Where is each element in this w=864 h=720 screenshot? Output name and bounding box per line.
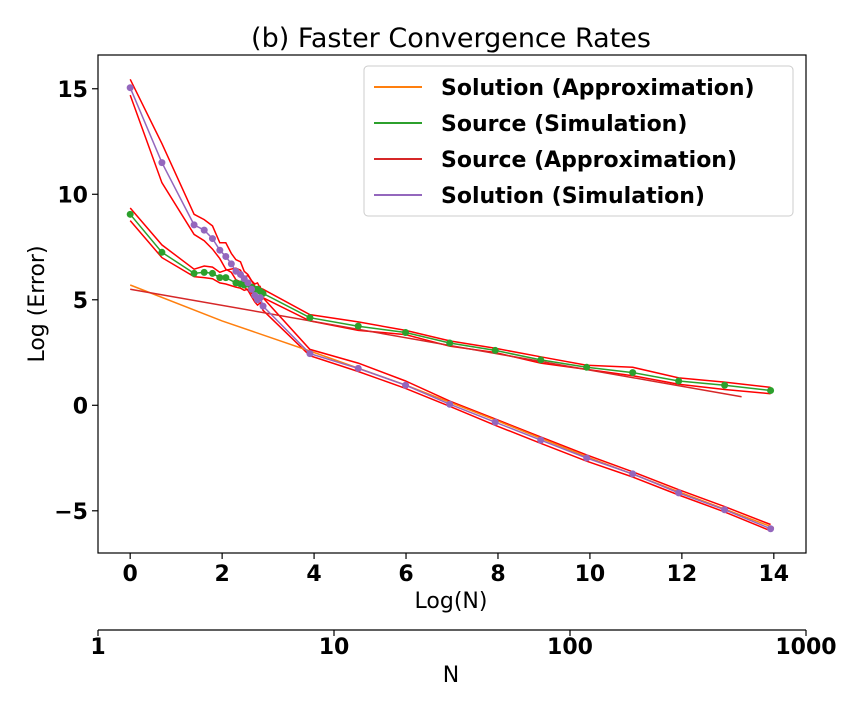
secondary-tick-label: 1000 (775, 635, 836, 660)
data-point (216, 246, 224, 254)
x-axis: 0 2 4 6 8 10 12 14 (123, 553, 790, 587)
y-tick-label: 0 (73, 394, 88, 419)
series-markers (126, 84, 775, 533)
legend-label: Solution (Simulation) (441, 184, 705, 209)
data-point (208, 235, 216, 243)
data-point (244, 279, 252, 287)
y-tick-label: −5 (54, 500, 88, 525)
data-point (537, 356, 545, 364)
y-tick-label: 10 (57, 183, 88, 208)
data-point (446, 339, 454, 347)
secondary-x-axis: 1 10 100 1000 N (90, 629, 837, 688)
plot-frame (97, 54, 807, 554)
y-tick-label: 5 (73, 289, 88, 314)
x-tick-label: 8 (490, 562, 505, 587)
data-point (629, 369, 637, 377)
chart-title: (b) Faster Convergence Rates (251, 23, 651, 54)
data-point (259, 302, 267, 310)
legend-label: Source (Simulation) (441, 112, 687, 137)
data-point (158, 248, 166, 256)
data-point (721, 381, 729, 389)
data-point (222, 274, 230, 282)
data-point (248, 285, 256, 293)
series-line-source-simulation (129, 213, 771, 392)
x-tick-label: 2 (214, 562, 229, 587)
data-point (629, 470, 637, 478)
data-point (190, 269, 198, 277)
secondary-axis-ticks: 1 10 100 1000 (90, 630, 837, 660)
plot-area (97, 54, 807, 554)
data-point (675, 489, 683, 497)
y-axis-title: Log (Error) (25, 245, 50, 362)
data-point (537, 436, 545, 444)
x-tick-label: 12 (667, 562, 698, 587)
x-tick-label: 10 (575, 562, 606, 587)
legend-items: Solution (Approximation) Source (Simulati… (374, 76, 755, 209)
data-point (190, 221, 198, 229)
x-tick-label: 14 (759, 562, 790, 587)
band-upper-line (129, 207, 771, 389)
secondary-axis-title: N (443, 663, 459, 688)
x-tick-label: 4 (306, 562, 321, 587)
data-point (208, 269, 216, 277)
x-tick-label: 6 (398, 562, 413, 587)
data-point (306, 350, 314, 358)
data-point (491, 418, 499, 426)
series-line-source-approximation (130, 288, 742, 398)
y-axis: −5 0 5 10 15 (54, 78, 98, 525)
data-point (126, 210, 134, 218)
data-point (227, 260, 235, 268)
secondary-tick-label: 1 (90, 635, 105, 660)
data-point (767, 525, 775, 533)
data-point (583, 454, 591, 462)
data-point (216, 274, 224, 282)
data-point (767, 387, 775, 395)
y-tick-label: 15 (57, 78, 88, 103)
data-point (222, 253, 230, 261)
data-point (402, 328, 410, 336)
data-point (158, 159, 166, 167)
data-point (583, 363, 591, 371)
data-point (446, 400, 454, 408)
data-point (675, 377, 683, 385)
legend: Solution (Approximation) Source (Simulati… (363, 65, 794, 217)
data-point (491, 346, 499, 354)
x-tick-label: 0 (123, 562, 138, 587)
data-point (306, 314, 314, 322)
data-point (354, 364, 362, 372)
legend-label: Solution (Approximation) (441, 76, 755, 101)
data-point (402, 381, 410, 389)
secondary-tick-label: 10 (319, 635, 350, 660)
data-point (126, 84, 134, 92)
x-axis-title: Log(N) (415, 589, 488, 614)
data-point (200, 268, 208, 276)
data-point (256, 294, 264, 302)
band-lower-line (129, 94, 771, 532)
data-point (200, 226, 208, 234)
data-point (354, 322, 362, 330)
legend-box (363, 65, 794, 217)
legend-label: Source (Approximation) (441, 148, 737, 173)
data-point (721, 506, 729, 514)
secondary-tick-label: 100 (547, 635, 593, 660)
band-lower-line (129, 220, 771, 395)
